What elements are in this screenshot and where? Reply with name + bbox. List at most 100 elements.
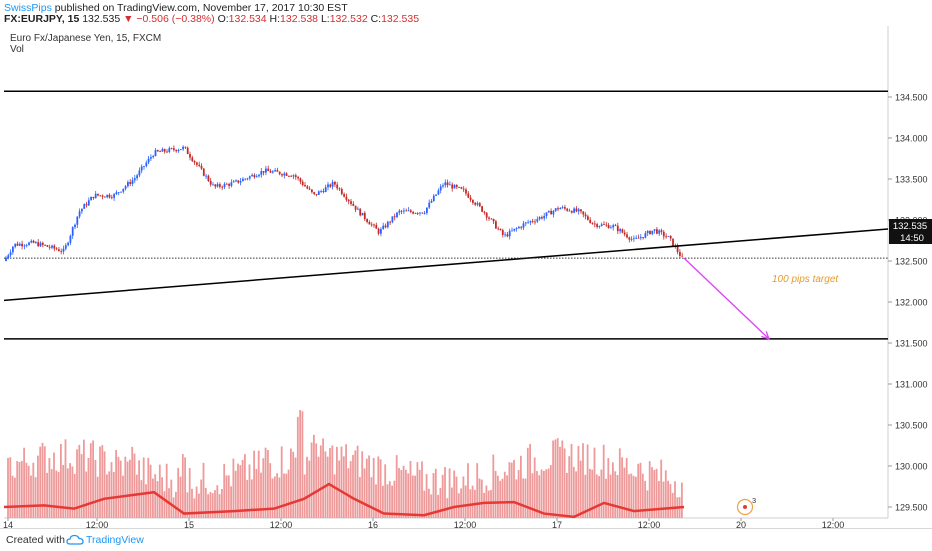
candle-body bbox=[304, 185, 306, 187]
candle-body bbox=[191, 157, 194, 162]
volume-bar bbox=[547, 468, 550, 518]
tradingview-brand-link[interactable]: TradingView bbox=[86, 534, 144, 546]
candle-body bbox=[23, 245, 26, 247]
candle-body bbox=[28, 242, 30, 246]
x-tick-label: 12:00 bbox=[822, 520, 845, 528]
candle-body bbox=[465, 189, 467, 194]
candle-body bbox=[570, 211, 573, 213]
candle-body bbox=[7, 255, 10, 258]
volume-bar bbox=[170, 479, 173, 518]
candle-body bbox=[30, 240, 33, 243]
candle-body bbox=[529, 221, 532, 223]
plot-area[interactable] bbox=[4, 26, 888, 518]
low-label: L: bbox=[320, 13, 330, 25]
volume-bar bbox=[179, 476, 182, 518]
candle-body bbox=[278, 171, 281, 175]
volume-bar bbox=[478, 478, 481, 518]
candle-body bbox=[154, 150, 157, 157]
volume-bar bbox=[345, 444, 347, 518]
candle-body bbox=[412, 211, 414, 214]
candle-body bbox=[405, 210, 408, 212]
candle-body bbox=[600, 224, 603, 226]
candle-body bbox=[679, 251, 681, 256]
candle-body bbox=[614, 225, 617, 227]
candle-body bbox=[430, 201, 433, 203]
candle-body bbox=[219, 184, 221, 187]
volume-bar bbox=[664, 470, 667, 518]
candle-body bbox=[179, 149, 182, 150]
candle-body bbox=[646, 230, 649, 234]
target-arrow[interactable] bbox=[683, 257, 770, 340]
candle-body bbox=[14, 243, 17, 247]
candle-body bbox=[518, 226, 520, 229]
volume-bar bbox=[138, 460, 140, 518]
candle-body bbox=[421, 212, 424, 214]
candle-body bbox=[644, 233, 647, 238]
candle-body bbox=[244, 178, 247, 180]
candle-body bbox=[589, 219, 592, 223]
candle-body bbox=[237, 180, 240, 183]
volume-bar bbox=[416, 462, 419, 518]
candle-body bbox=[260, 171, 263, 175]
volume-bar bbox=[506, 475, 508, 518]
last-price: 132.535 bbox=[82, 13, 121, 25]
time-axis[interactable]: 14 12:00 15 12:00 16 12:00 17 12:00 20 12:00 bbox=[3, 518, 844, 528]
candle-body bbox=[67, 242, 69, 246]
candle-body bbox=[5, 257, 7, 261]
event-badge[interactable]: 3 bbox=[736, 496, 757, 516]
price-chart[interactable]: 100 pips target Euro Fx/Japanese Yen, 15… bbox=[0, 26, 932, 528]
volume-bar bbox=[517, 470, 520, 518]
candle-body bbox=[147, 158, 150, 163]
candle-body bbox=[630, 238, 633, 240]
volume-bar bbox=[658, 481, 660, 518]
volume-bar bbox=[319, 445, 322, 518]
candle-body bbox=[265, 168, 267, 173]
open-label: O: bbox=[217, 13, 229, 25]
volume-bar bbox=[598, 476, 600, 518]
volume-bar bbox=[349, 461, 352, 518]
created-with: Created with bbox=[6, 534, 65, 546]
volume-bar bbox=[612, 462, 614, 518]
candle-body bbox=[587, 216, 589, 220]
target-annotation[interactable]: 100 pips target bbox=[772, 274, 839, 285]
author-link[interactable]: SwissPips bbox=[4, 2, 52, 14]
candle-body bbox=[462, 188, 465, 190]
volume-bar bbox=[471, 485, 474, 518]
candle-body bbox=[170, 148, 173, 150]
volume-bar bbox=[246, 479, 249, 518]
volume-bar bbox=[119, 460, 122, 518]
candle-body bbox=[324, 187, 327, 192]
candle-body bbox=[437, 190, 440, 195]
candle-body bbox=[223, 183, 226, 188]
candle-body bbox=[472, 199, 474, 203]
candle-body bbox=[239, 181, 242, 183]
volume-bar bbox=[609, 474, 612, 518]
volume-bar bbox=[99, 446, 101, 518]
candle-body bbox=[577, 209, 580, 212]
candle-body bbox=[582, 211, 585, 215]
volume-bar bbox=[480, 479, 483, 518]
candle-body bbox=[616, 225, 619, 232]
volume-bar bbox=[248, 464, 251, 518]
volume-bar bbox=[377, 456, 380, 518]
price-axis[interactable]: 134.500134.000133.500133.000132.500132.0… bbox=[888, 93, 928, 513]
candle-body bbox=[511, 230, 513, 232]
volume-bar bbox=[207, 494, 209, 518]
volume-bar bbox=[402, 465, 405, 518]
volume-bar bbox=[393, 480, 396, 518]
volume-bar bbox=[287, 469, 290, 518]
candle-body bbox=[62, 248, 65, 252]
volume-bar bbox=[382, 485, 384, 518]
candle-body bbox=[37, 242, 40, 247]
y-tick-label: 130.000 bbox=[895, 462, 928, 472]
volume-bar bbox=[41, 442, 44, 518]
volume-bar bbox=[14, 477, 16, 518]
volume-bar bbox=[283, 473, 285, 518]
trend-line[interactable] bbox=[3, 228, 889, 302]
volume-bar bbox=[186, 492, 189, 518]
volume-bar bbox=[432, 473, 435, 518]
x-tick-label: 12:00 bbox=[270, 520, 293, 528]
candle-body bbox=[207, 175, 210, 181]
candle-body bbox=[292, 175, 295, 177]
candle-body bbox=[200, 165, 203, 169]
